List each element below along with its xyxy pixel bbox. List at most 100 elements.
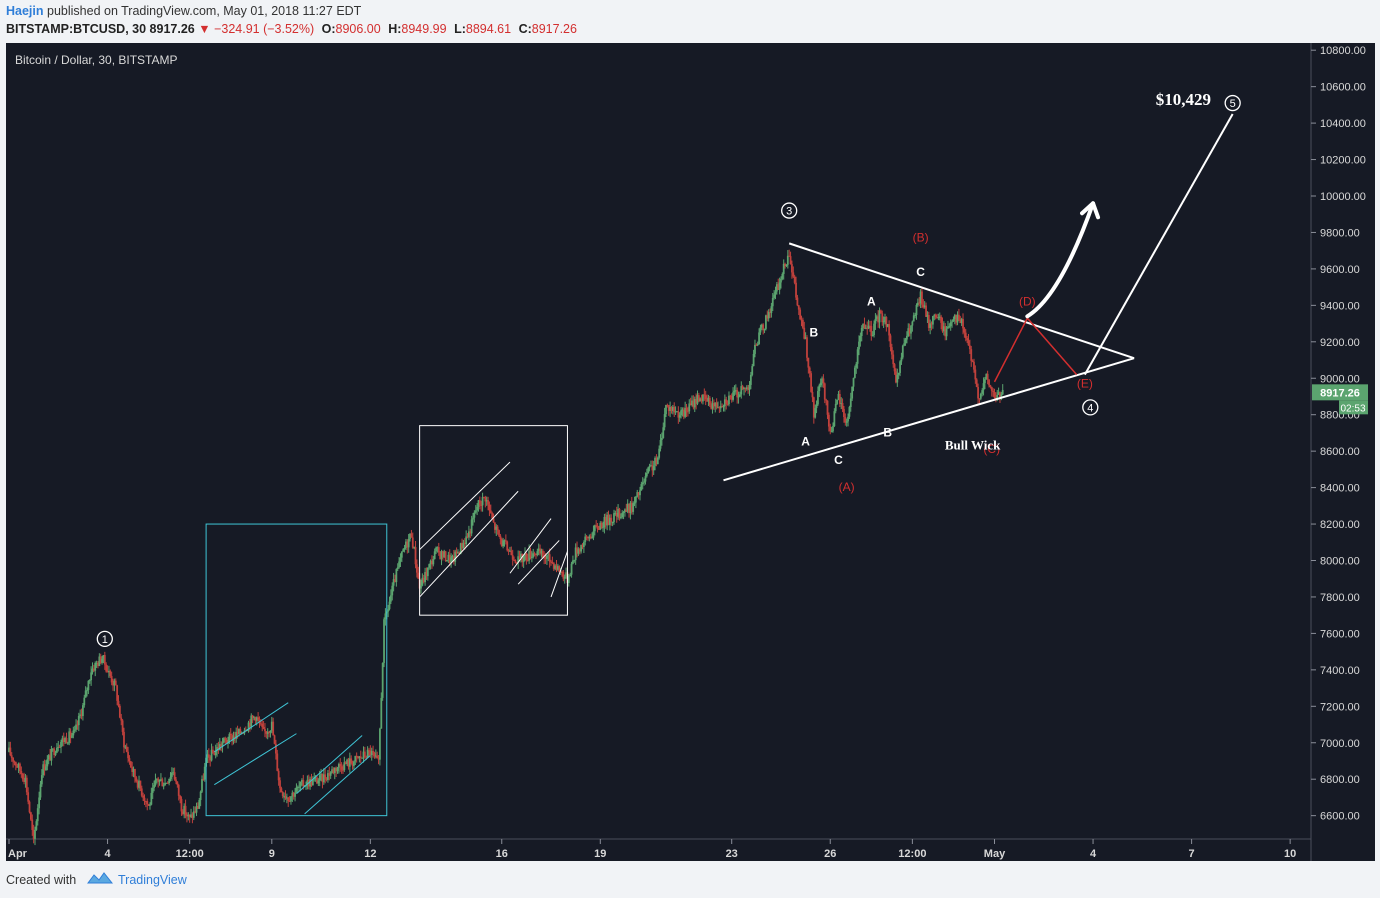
candle-body <box>748 384 751 390</box>
candle-body <box>897 372 900 375</box>
candle-body <box>611 522 614 524</box>
candle-body <box>814 408 817 418</box>
candle-body <box>66 742 69 744</box>
candle-body <box>269 730 272 733</box>
candle-body <box>98 656 101 666</box>
candle-body <box>347 759 350 767</box>
tradingview-link[interactable]: TradingView <box>118 873 187 887</box>
candle-body <box>138 780 140 788</box>
candle-body <box>455 551 458 554</box>
candle-body <box>784 263 786 267</box>
candle-body <box>46 759 49 767</box>
candle-body <box>324 774 327 779</box>
candle-body <box>476 506 479 511</box>
candle-body <box>619 517 622 519</box>
candle-body <box>496 526 499 531</box>
y-tick-label: 7000.00 <box>1320 738 1360 750</box>
candle-body <box>288 801 291 803</box>
candle-body <box>275 743 277 754</box>
candle-body <box>64 737 67 743</box>
price-chart[interactable]: 6600.00 6800.00 7000.00 7200.00 7400.00 7600.… <box>6 43 1375 861</box>
candle-body <box>821 378 823 383</box>
candle-body <box>391 585 394 596</box>
candle-body <box>452 555 455 562</box>
candle-body <box>992 390 995 393</box>
candle-body <box>207 754 210 757</box>
candle-body <box>472 517 474 520</box>
candle-body <box>636 492 639 497</box>
candle-body <box>485 500 488 502</box>
candle-body <box>394 579 396 583</box>
candle-body <box>21 773 24 780</box>
candle-body <box>856 349 859 364</box>
candle-body <box>144 801 147 803</box>
candle-body <box>509 550 511 552</box>
candle-body <box>830 431 833 433</box>
candle-body <box>563 576 566 579</box>
chart-title: Bitcoin / Dollar, 30, BITSTAMP <box>15 53 178 67</box>
candle-body <box>88 680 91 682</box>
candle-body <box>354 755 357 762</box>
candle-body <box>773 294 776 298</box>
candle-body <box>177 784 180 796</box>
x-tick-label: Apr <box>8 848 28 860</box>
candle-body <box>613 513 615 523</box>
candle-body <box>262 727 265 729</box>
candle-body <box>745 387 748 389</box>
y-tick-label: 9000.00 <box>1320 373 1360 385</box>
candle-body <box>184 805 187 816</box>
candle-body <box>984 379 986 384</box>
candle-body <box>491 512 494 519</box>
candle-body <box>975 379 978 387</box>
candle-body <box>543 557 546 559</box>
candle-body <box>40 775 43 785</box>
candle-body <box>791 264 793 273</box>
candle-body <box>634 496 637 503</box>
candle-body <box>529 550 532 559</box>
candle-body <box>990 386 993 391</box>
candle-body <box>518 556 521 558</box>
candle-body <box>663 414 666 428</box>
candle-body <box>161 779 164 787</box>
candle-body <box>985 373 988 380</box>
author-link[interactable]: Haejin <box>6 4 44 18</box>
candle-body <box>685 407 688 412</box>
chart-header: Haejin published on TradingView.com, May… <box>0 0 1380 42</box>
candle-body <box>399 557 402 562</box>
candle-body <box>398 561 400 568</box>
candle-body <box>444 551 447 561</box>
candle-body <box>8 747 10 752</box>
wave-circle <box>1082 399 1099 416</box>
candle-body <box>743 387 745 390</box>
candle-body <box>796 297 799 306</box>
candle-body <box>306 779 309 786</box>
candle-body <box>717 407 719 409</box>
candle-body <box>164 783 166 786</box>
candle-body <box>195 805 198 813</box>
candle-body <box>900 357 903 362</box>
candle-body <box>812 397 815 418</box>
candle-body <box>337 764 340 768</box>
candle-body <box>826 400 829 415</box>
high-value: 8949.99 <box>401 22 447 36</box>
candle-body <box>781 273 784 279</box>
x-tick-label: May <box>984 848 1006 860</box>
candle-body <box>487 500 489 505</box>
candle-body <box>143 797 146 802</box>
down-triangle-icon: ▼ <box>198 22 211 36</box>
candle-body <box>628 503 630 514</box>
candle-body <box>432 559 435 565</box>
y-tick-label: 8600.00 <box>1320 446 1360 458</box>
x-tick-label: 12:00 <box>898 848 926 860</box>
candle-body <box>191 814 194 818</box>
candle-body <box>541 550 544 558</box>
candle-body <box>849 398 852 408</box>
candle-body <box>754 344 756 354</box>
candle-body <box>368 749 370 751</box>
candle-body <box>154 779 157 786</box>
candle-body <box>123 731 125 748</box>
candle-body <box>484 497 487 502</box>
tradingview-logo-icon[interactable] <box>87 870 113 886</box>
x-tick-label: 12:00 <box>176 848 204 860</box>
candle-body <box>435 547 437 552</box>
